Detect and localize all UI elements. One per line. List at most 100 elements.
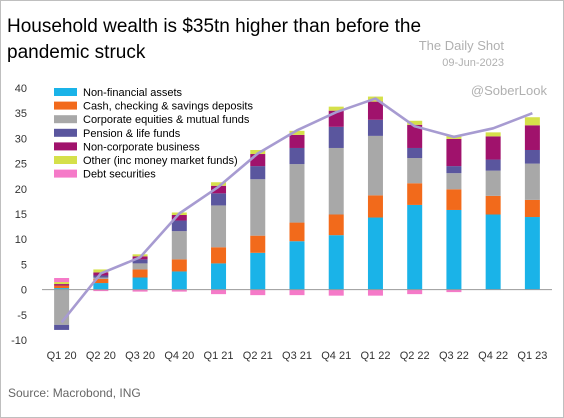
- bar-pension-life-funds: [328, 126, 344, 148]
- bar-corporate-equities-mutual-funds: [211, 205, 227, 248]
- bar-pension-life-funds: [171, 220, 187, 232]
- bar-debt-securities: [211, 289, 227, 295]
- x-tick-label: Q1 22: [360, 350, 390, 362]
- bar-cash-checking-savings-deposits: [54, 285, 70, 289]
- bar-debt-securities: [367, 289, 383, 296]
- legend-swatch-non-financial-assets: [54, 88, 77, 96]
- x-tick-label: Q3 22: [439, 350, 469, 362]
- total-wealth-line: [60, 97, 533, 324]
- source-note: Source: Macrobond, ING: [8, 386, 141, 400]
- watermark-handle: @SoberLook: [470, 83, 547, 98]
- bar-debt-securities: [132, 289, 148, 292]
- bar-debt-securities: [407, 289, 423, 295]
- legend-label-cash-checking-savings-deposits: Cash, checking & savings deposits: [83, 101, 253, 113]
- bar-other-inc-money-market-funds: [328, 106, 344, 111]
- bar-corporate-equities-mutual-funds: [93, 277, 109, 280]
- x-tick-label: Q1 20: [47, 350, 77, 362]
- bar-cash-checking-savings-deposits: [524, 199, 540, 218]
- bar-non-financial-assets: [407, 204, 423, 290]
- bar-non-financial-assets: [171, 271, 187, 290]
- bar-non-financial-assets: [289, 241, 305, 290]
- bar-cash-checking-savings-deposits: [407, 183, 423, 205]
- bar-pension-life-funds: [132, 259, 148, 264]
- bar-debt-securities: [93, 289, 109, 292]
- bar-other-inc-money-market-funds: [289, 130, 305, 135]
- bar-pension-life-funds: [524, 149, 540, 164]
- bar-non-corporate-business: [367, 101, 383, 120]
- y-tick-label: 15: [15, 209, 27, 221]
- bar-debt-securities: [54, 278, 70, 283]
- bar-debt-securities: [171, 289, 187, 292]
- bar-non-financial-assets: [328, 235, 344, 290]
- x-tick-label: Q2 21: [243, 350, 273, 362]
- x-tick-label: Q4 21: [321, 350, 351, 362]
- x-tick-label: Q4 20: [164, 350, 194, 362]
- bar-non-corporate-business: [171, 215, 187, 221]
- bar-corporate-equities-mutual-funds: [367, 135, 383, 196]
- bar-non-financial-assets: [446, 209, 462, 290]
- bar-non-corporate-business: [289, 134, 305, 148]
- bar-non-corporate-business: [446, 138, 462, 167]
- bar-pension-life-funds: [93, 275, 109, 278]
- x-tick-label: Q1 21: [204, 350, 234, 362]
- y-tick-label: 40: [15, 83, 27, 95]
- y-tick-label: 25: [15, 159, 27, 171]
- watermark-date: 09-Jun-2023: [442, 57, 504, 69]
- bar-non-corporate-business: [407, 124, 423, 148]
- bar-cash-checking-savings-deposits: [93, 279, 109, 284]
- bar-corporate-equities-mutual-funds: [485, 170, 501, 196]
- bar-corporate-equities-mutual-funds: [328, 147, 344, 215]
- bar-corporate-equities-mutual-funds: [446, 173, 462, 190]
- bar-corporate-equities-mutual-funds: [250, 179, 266, 236]
- bar-cash-checking-savings-deposits: [250, 235, 266, 253]
- bar-pension-life-funds: [407, 147, 423, 159]
- bar-non-financial-assets: [132, 277, 148, 290]
- y-tick-label: 30: [15, 133, 27, 145]
- bar-pension-life-funds: [289, 147, 305, 165]
- legend-swatch-debt-securities: [54, 169, 77, 178]
- legend-label-debt-securities: Debt securities: [83, 169, 156, 181]
- bar-pension-life-funds: [367, 119, 383, 136]
- bar-other-inc-money-market-funds: [485, 132, 501, 137]
- bar-other-inc-money-market-funds: [407, 120, 423, 125]
- bar-non-financial-assets: [250, 252, 266, 290]
- legend-label-corporate-equities-mutual-funds: Corporate equities & mutual funds: [83, 114, 250, 126]
- y-tick-label: 0: [21, 285, 27, 297]
- legend-label-non-corporate-business: Non-corporate business: [83, 141, 200, 153]
- bar-corporate-equities-mutual-funds: [524, 163, 540, 200]
- legend-label-pension-life-funds: Pension & life funds: [83, 128, 181, 140]
- bar-other-inc-money-market-funds: [524, 117, 540, 126]
- bar-cash-checking-savings-deposits: [132, 269, 148, 278]
- legend-label-non-financial-assets: Non-financial assets: [83, 87, 183, 99]
- bar-corporate-equities-mutual-funds: [54, 289, 70, 325]
- bar-other-inc-money-market-funds: [93, 269, 109, 273]
- x-tick-label: Q3 20: [125, 350, 155, 362]
- x-tick-label: Q2 22: [400, 350, 430, 362]
- legend-swatch-other-inc-money-market-funds: [54, 156, 77, 164]
- bar-cash-checking-savings-deposits: [171, 259, 187, 272]
- bar-non-financial-assets: [485, 214, 501, 290]
- bar-corporate-equities-mutual-funds: [132, 263, 148, 270]
- bar-cash-checking-savings-deposits: [367, 195, 383, 218]
- legend-swatch-cash-checking-savings-deposits: [54, 101, 77, 110]
- bar-other-inc-money-market-funds: [211, 182, 227, 186]
- bar-non-corporate-business: [211, 185, 227, 194]
- bar-other-inc-money-market-funds: [250, 149, 266, 155]
- bar-cash-checking-savings-deposits: [485, 195, 501, 215]
- watermark-brand: The Daily Shot: [418, 38, 504, 53]
- bar-other-inc-money-market-funds: [54, 282, 70, 285]
- x-tick-label: Q1 23: [517, 350, 547, 362]
- y-tick-label: -10: [11, 335, 27, 347]
- bar-pension-life-funds: [446, 166, 462, 174]
- bar-non-financial-assets: [367, 217, 383, 290]
- bar-debt-securities: [289, 289, 305, 296]
- y-tick-label: 10: [15, 234, 27, 246]
- legend-swatch-pension-life-funds: [54, 128, 77, 137]
- bar-cash-checking-savings-deposits: [289, 222, 305, 242]
- bar-non-financial-assets: [54, 288, 70, 290]
- bar-corporate-equities-mutual-funds: [171, 231, 187, 260]
- legend-label-other-inc-money-market-funds: Other (inc money market funds): [83, 155, 238, 167]
- bar-non-corporate-business: [250, 154, 266, 167]
- bar-non-corporate-business: [524, 125, 540, 150]
